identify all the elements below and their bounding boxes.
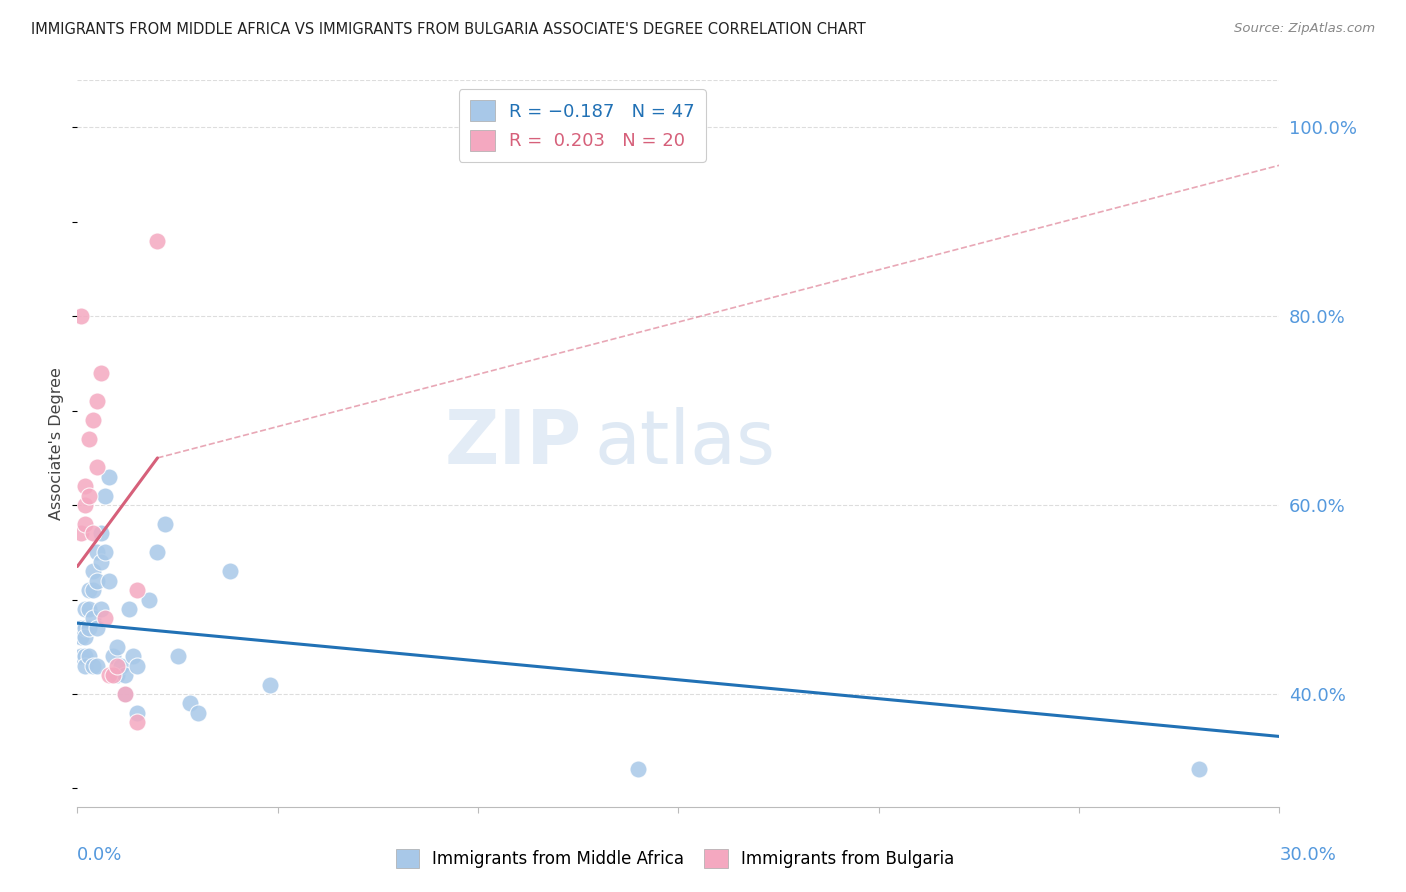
Point <box>114 687 136 701</box>
Point <box>98 574 121 588</box>
Point <box>86 658 108 673</box>
Point <box>155 516 177 531</box>
Text: 0.0%: 0.0% <box>77 846 122 863</box>
Point <box>110 658 132 673</box>
Point <box>127 706 149 720</box>
Point <box>82 413 104 427</box>
Point <box>138 592 160 607</box>
Point <box>86 574 108 588</box>
Point <box>259 677 281 691</box>
Point <box>82 526 104 541</box>
Point <box>70 310 93 324</box>
Legend: R = −0.187   N = 47, R =  0.203   N = 20: R = −0.187 N = 47, R = 0.203 N = 20 <box>458 89 706 161</box>
Point <box>82 583 104 598</box>
Point <box>103 668 125 682</box>
Point <box>75 630 97 644</box>
Text: Source: ZipAtlas.com: Source: ZipAtlas.com <box>1234 22 1375 36</box>
Point <box>86 545 108 559</box>
Point <box>79 621 101 635</box>
Point <box>90 555 112 569</box>
Point <box>146 234 169 248</box>
Point <box>75 498 97 512</box>
Point <box>75 658 97 673</box>
Point <box>86 394 108 409</box>
Point <box>94 489 117 503</box>
Point <box>70 526 93 541</box>
Point <box>118 602 141 616</box>
Point <box>79 583 101 598</box>
Point <box>79 432 101 446</box>
Point <box>627 763 650 777</box>
Point <box>79 602 101 616</box>
Point <box>70 649 93 664</box>
Point <box>103 649 125 664</box>
Point <box>94 611 117 625</box>
Point <box>107 668 129 682</box>
Point <box>75 479 97 493</box>
Point <box>114 687 136 701</box>
Point <box>218 564 240 578</box>
Point <box>94 545 117 559</box>
Text: 30.0%: 30.0% <box>1279 846 1336 863</box>
Point <box>127 715 149 730</box>
Point <box>146 545 169 559</box>
Point <box>166 649 188 664</box>
Point <box>107 640 129 654</box>
Point <box>90 602 112 616</box>
Point <box>75 621 97 635</box>
Text: ZIP: ZIP <box>444 408 582 480</box>
Point <box>79 489 101 503</box>
Point <box>82 611 104 625</box>
Text: IMMIGRANTS FROM MIDDLE AFRICA VS IMMIGRANTS FROM BULGARIA ASSOCIATE'S DEGREE COR: IMMIGRANTS FROM MIDDLE AFRICA VS IMMIGRA… <box>31 22 866 37</box>
Point <box>70 621 93 635</box>
Point <box>82 658 104 673</box>
Legend: Immigrants from Middle Africa, Immigrants from Bulgaria: Immigrants from Middle Africa, Immigrant… <box>389 842 960 875</box>
Point <box>187 706 209 720</box>
Point <box>179 697 201 711</box>
Point <box>127 658 149 673</box>
Point <box>90 366 112 380</box>
Point <box>75 649 97 664</box>
Text: atlas: atlas <box>595 408 775 480</box>
Point <box>107 658 129 673</box>
Point <box>1188 763 1211 777</box>
Point <box>86 460 108 475</box>
Point <box>86 621 108 635</box>
Point <box>75 516 97 531</box>
Point <box>90 526 112 541</box>
Point <box>122 649 145 664</box>
Point <box>98 668 121 682</box>
Point <box>127 583 149 598</box>
Point <box>82 564 104 578</box>
Point <box>98 470 121 484</box>
Point <box>79 649 101 664</box>
Point <box>70 630 93 644</box>
Point <box>114 668 136 682</box>
Point <box>75 602 97 616</box>
Y-axis label: Associate's Degree: Associate's Degree <box>49 368 65 520</box>
